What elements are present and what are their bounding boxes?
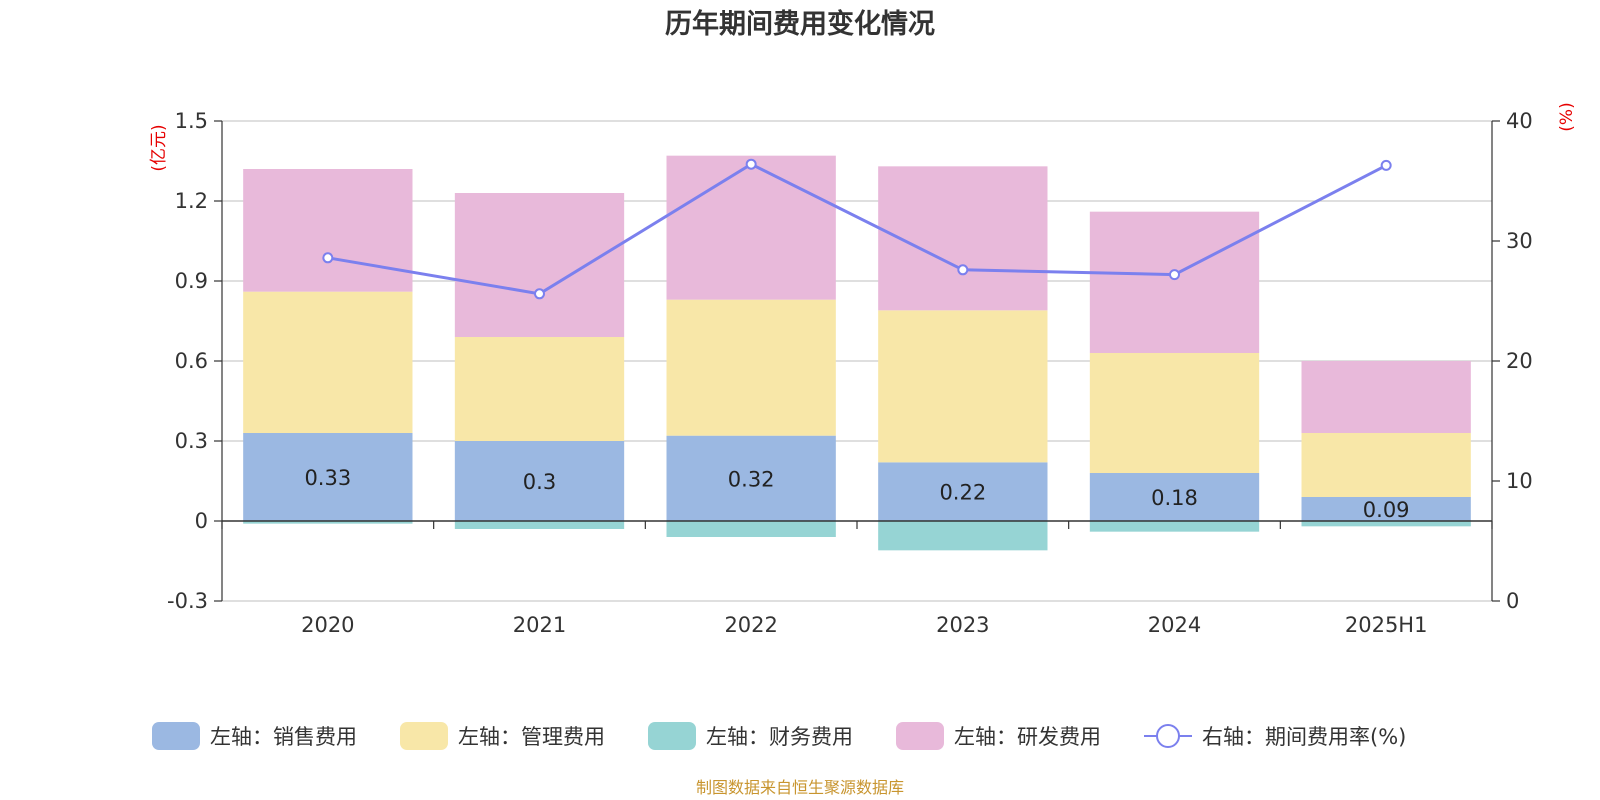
legend: 左轴：销售费用 左轴：管理费用 左轴：财务费用 左轴：研发费用 右轴：期间费用率(%): [152, 722, 1406, 750]
bar-3-2025H1: [1301, 521, 1471, 527]
right-tick-label: 0: [1506, 589, 1519, 613]
data-labels: 0.33 0.3 0.32 0.22 0.18 0.09: [304, 466, 1409, 522]
legend-swatch: [400, 722, 448, 750]
bar-1-2025H1: [1301, 497, 1471, 521]
data-label: 0.32: [728, 467, 775, 491]
bar-2-2025H1: [1301, 433, 1471, 497]
bar-2-2020: [243, 291, 413, 433]
rate-point-2022: [745, 158, 757, 170]
rate-line-path: [327, 162, 1387, 296]
rate-point-2024: [1169, 269, 1180, 281]
bar-2-2023: [878, 310, 1048, 463]
legend-swatch: [648, 722, 696, 750]
data-label: 0.22: [939, 481, 986, 505]
data-label: 0.09: [1363, 498, 1410, 522]
left-axis-unit: (亿元): [149, 124, 169, 171]
right-axis-unit: (%): [1557, 102, 1577, 131]
right-tick-label: 20: [1506, 349, 1533, 373]
legend-label: 左轴：销售费用: [210, 725, 357, 749]
x-tick-label: 2020: [301, 613, 354, 637]
x-tick-label: 2021: [513, 613, 566, 637]
rate-point-2025H1: [1380, 159, 1392, 171]
right-tick-label: 40: [1506, 109, 1533, 133]
bar-3-2020: [243, 521, 413, 524]
bar-2-2024: [1089, 353, 1260, 473]
data-label: 0.3: [523, 470, 556, 494]
right-tick-label: 30: [1506, 229, 1533, 253]
rate-point-2023: [957, 264, 969, 276]
x-tick-label: 2024: [1148, 613, 1201, 637]
bar-4-2020: [243, 169, 413, 292]
data-label: 0.18: [1151, 486, 1198, 510]
rate-point-2020: [322, 252, 334, 264]
left-tick-label: -0.3: [167, 589, 208, 613]
left-tick-label: 1.5: [175, 109, 208, 133]
bar-1-2020: [243, 433, 413, 521]
rate-line: [322, 158, 1392, 300]
legend-swatch: [152, 722, 200, 750]
legend-label: 左轴：财务费用: [706, 725, 853, 749]
bar-4-2021: [454, 193, 625, 337]
legend-label: 左轴：管理费用: [458, 725, 605, 749]
x-tick-label: 2023: [936, 613, 989, 637]
bar-4-2025H1: [1301, 361, 1471, 433]
bar-4-2024: [1089, 211, 1260, 353]
bar-2-2021: [454, 337, 625, 441]
left-tick-label: 0.9: [175, 269, 208, 293]
chart-title: 历年期间费用变化情况: [665, 8, 935, 40]
legend-label: 左轴：研发费用: [954, 725, 1101, 749]
legend-marker: [1156, 724, 1180, 748]
left-tick-label: 0: [195, 509, 208, 533]
source-note: 制图数据来自恒生聚源数据库: [696, 778, 904, 797]
legend-swatch: [896, 722, 944, 750]
bar-4-2023: [878, 166, 1048, 311]
rate-point-2021: [534, 288, 545, 300]
left-tick-label: 1.2: [175, 189, 208, 213]
bar-2-2022: [666, 299, 836, 436]
bar-3-2022: [666, 521, 836, 537]
x-tick-label: 2025H1: [1345, 613, 1428, 637]
bars: [243, 155, 1471, 551]
x-tick-label: 2022: [724, 613, 777, 637]
bar-1-2024: [1089, 473, 1260, 521]
legend-label: 右轴：期间费用率(%): [1202, 725, 1406, 749]
data-label: 0.33: [304, 466, 351, 490]
right-tick-label: 10: [1506, 469, 1533, 493]
bar-1-2021: [454, 441, 625, 521]
bar-1-2023: [878, 462, 1048, 521]
bar-3-2024: [1089, 521, 1260, 532]
bar-1-2022: [666, 435, 836, 521]
left-tick-label: 0.6: [175, 349, 208, 373]
bar-4-2022: [666, 155, 836, 300]
bar-3-2021: [454, 521, 625, 529]
grid-lines: [222, 120, 1492, 602]
axes: -0.3 0 0.3 0.6 0.9 1.2 1.5 0 10 20 30 40 2020 2021 202…: [167, 109, 1533, 637]
bar-3-2023: [878, 521, 1048, 551]
left-tick-label: 0.3: [175, 429, 208, 453]
